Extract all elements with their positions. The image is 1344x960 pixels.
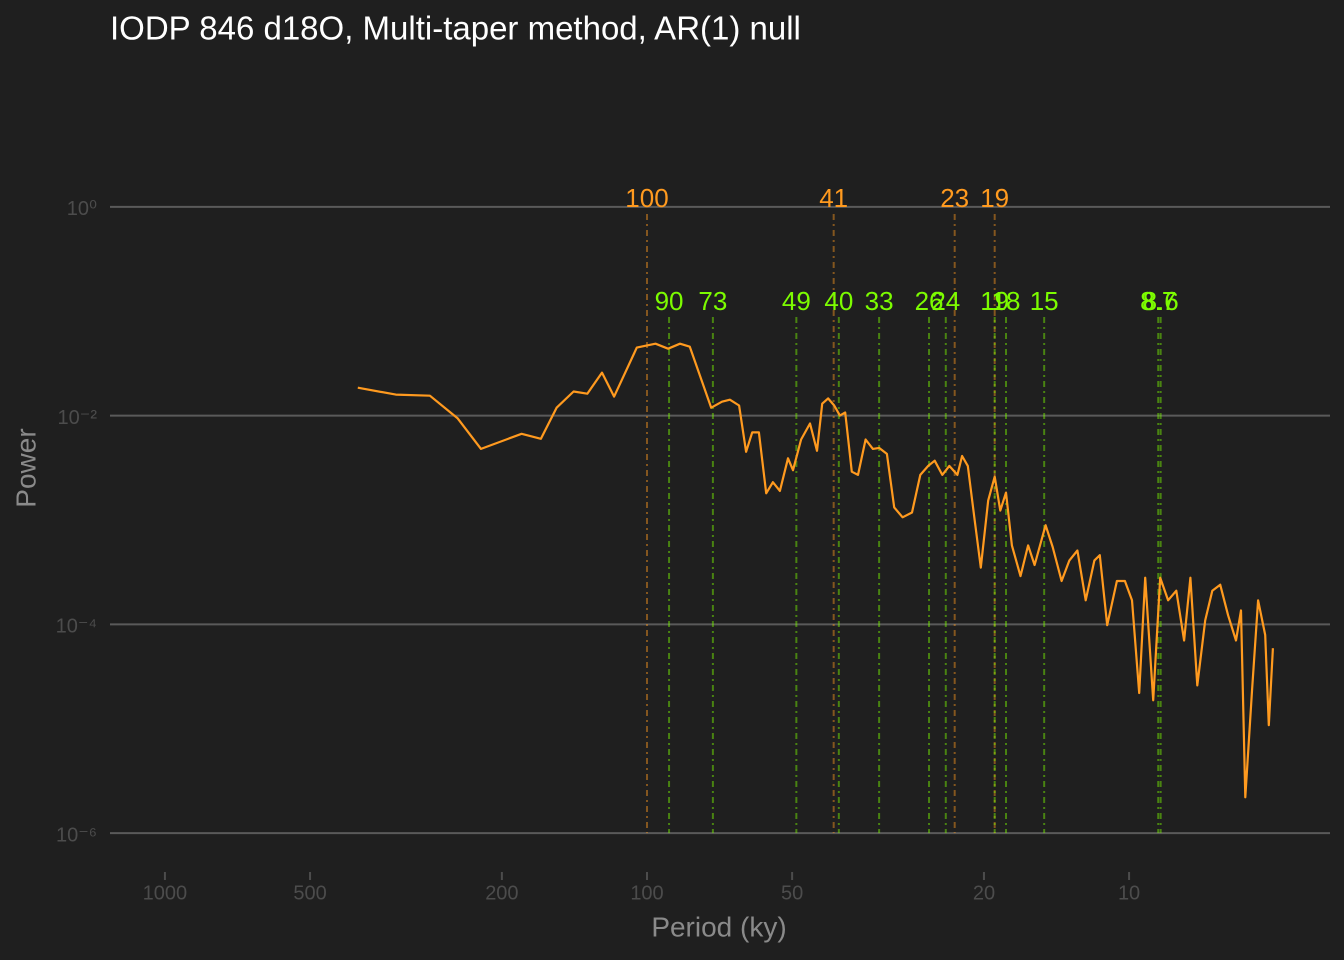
peak-label: 41 [819,183,848,213]
peak-label: 8.7 [1140,286,1176,316]
peak-label: 18 [992,286,1021,316]
peak-label: 33 [865,286,894,316]
peak-label: 49 [782,286,811,316]
y-tick-label: 10⁻² [58,407,98,429]
peak-label: 24 [931,286,960,316]
peak-label: 26 [915,286,944,316]
y-tick-label: 10⁻⁶ [56,824,97,846]
x-tick-label: 50 [781,882,803,904]
peak-label: 40 [824,286,853,316]
chart-title: IODP 846 d18O, Multi-taper method, AR(1)… [110,10,801,47]
y-tick-label: 10⁻⁴ [56,616,97,638]
peak-label: 100 [625,183,668,213]
peak-label: 19 [980,286,1009,316]
peak-label: 19 [980,183,1009,213]
x-tick-label: 1000 [143,882,188,904]
peak-label: 90 [655,286,684,316]
x-tick-label: 500 [293,882,326,904]
x-tick-label: 200 [485,882,518,904]
x-tick-label: 10 [1118,882,1140,904]
peak-label: 15 [1030,286,1059,316]
y-tick-label: 10⁰ [67,198,97,220]
x-tick-label: 100 [630,882,663,904]
peak-label: 8.6 [1143,286,1179,316]
x-axis-label: Period (ky) [651,911,786,942]
peak-label: 23 [940,183,969,213]
y-axis-label: Power [10,428,41,507]
x-tick-label: 20 [973,882,995,904]
peak-label: 73 [698,286,727,316]
spectrum-line [357,342,1274,799]
